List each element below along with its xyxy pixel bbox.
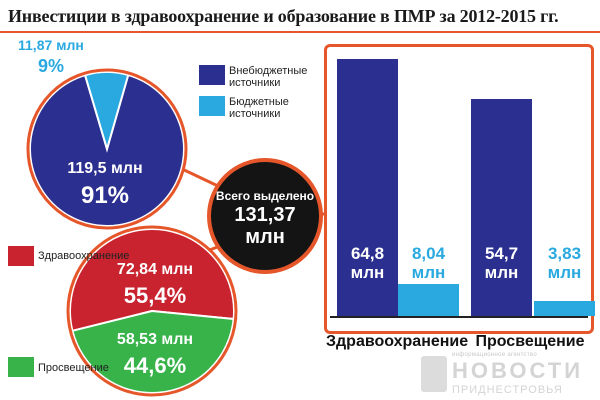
sectors-pie-ring [66,225,238,397]
pie-slice-label-education-percent: 44,6% [123,353,187,378]
total-value-unit: млн [245,226,285,248]
total-caption: Всего выделено [215,189,315,203]
bar-baseline [330,316,588,318]
legend-label-extrabudget: Внебюджетные источники [229,65,308,89]
pie-slice-label-extrabudget-value: 119,5 млн [67,160,143,177]
legend-label-budget: Бюджетные источники [229,96,289,120]
sectors-pie [66,225,238,397]
legend-swatch-health [8,246,34,266]
news-agency-logo-icon [421,356,447,392]
legend-swatch-budget [199,96,225,116]
bar-value-unit: млн [547,263,582,282]
bar-value-number: 54,7 [484,244,519,263]
bar-value-number: 3,83 [547,244,582,263]
watermark-caption: информационное агентство [452,352,537,358]
sources-pie-ring [26,68,188,230]
bar-health-extrabudget [337,59,398,316]
pie-slice-label-education-value: 58,53 млн [116,331,194,348]
sectors-pie-slice-0 [69,228,235,333]
pie-slice-label-budget-value: 11,87 млн [18,37,84,53]
bar-value-number: 8,04 [411,244,446,263]
sources-pie-slice-1 [83,71,130,153]
pie-slice-label-health-percent: 55,4% [123,283,187,308]
watermark-subtitle: ПРИДНЕСТРОВЬЯ [452,384,563,396]
pie-slice-label-health-value: 72,84 млн [116,261,194,278]
pie-slice-label-extrabudget-percent: 91% [80,182,130,209]
bar-value-unit: млн [411,263,446,282]
total-value: 131,37 млн [207,204,323,248]
pie-slice-label-budget-percent: 9% [38,56,65,76]
legend-label-health: Здравоохранение [38,250,130,262]
bar-value-label-health-budget: 8,04 млн [398,244,459,282]
bar-category-label-education: Просвещение [475,333,585,350]
chart-title: Инвестиции в здравоохранение и образован… [8,6,559,26]
bar-education-budget [534,300,595,316]
bar-value-number: 64,8 [350,244,385,263]
sources-pie [26,68,188,230]
total-circle [207,158,323,274]
bar-value-label-health-extrabudget: 64,8 млн [337,244,398,282]
bar-education-extrabudget [471,99,532,316]
title-underline [0,31,600,33]
bar-category-label-health: Здравоохранение [326,333,469,350]
legend-label-education: Просвещение [38,362,109,374]
connector-top-pie [179,166,219,188]
watermark-title: НОВОСТИ [452,358,584,383]
bar-value-unit: млн [350,263,385,282]
legend-swatch-education [8,357,34,377]
bar-value-label-education-extrabudget: 54,7 млн [471,244,532,282]
legend-swatch-extrabudget [199,65,225,85]
bar-value-unit: млн [484,263,519,282]
total-value-number: 131,37 [234,204,296,226]
bar-chart-frame [324,44,594,334]
bar-value-label-education-budget: 3,83 млн [534,244,595,282]
sectors-pie-slice-1 [71,309,235,394]
bar-health-budget [398,284,459,316]
